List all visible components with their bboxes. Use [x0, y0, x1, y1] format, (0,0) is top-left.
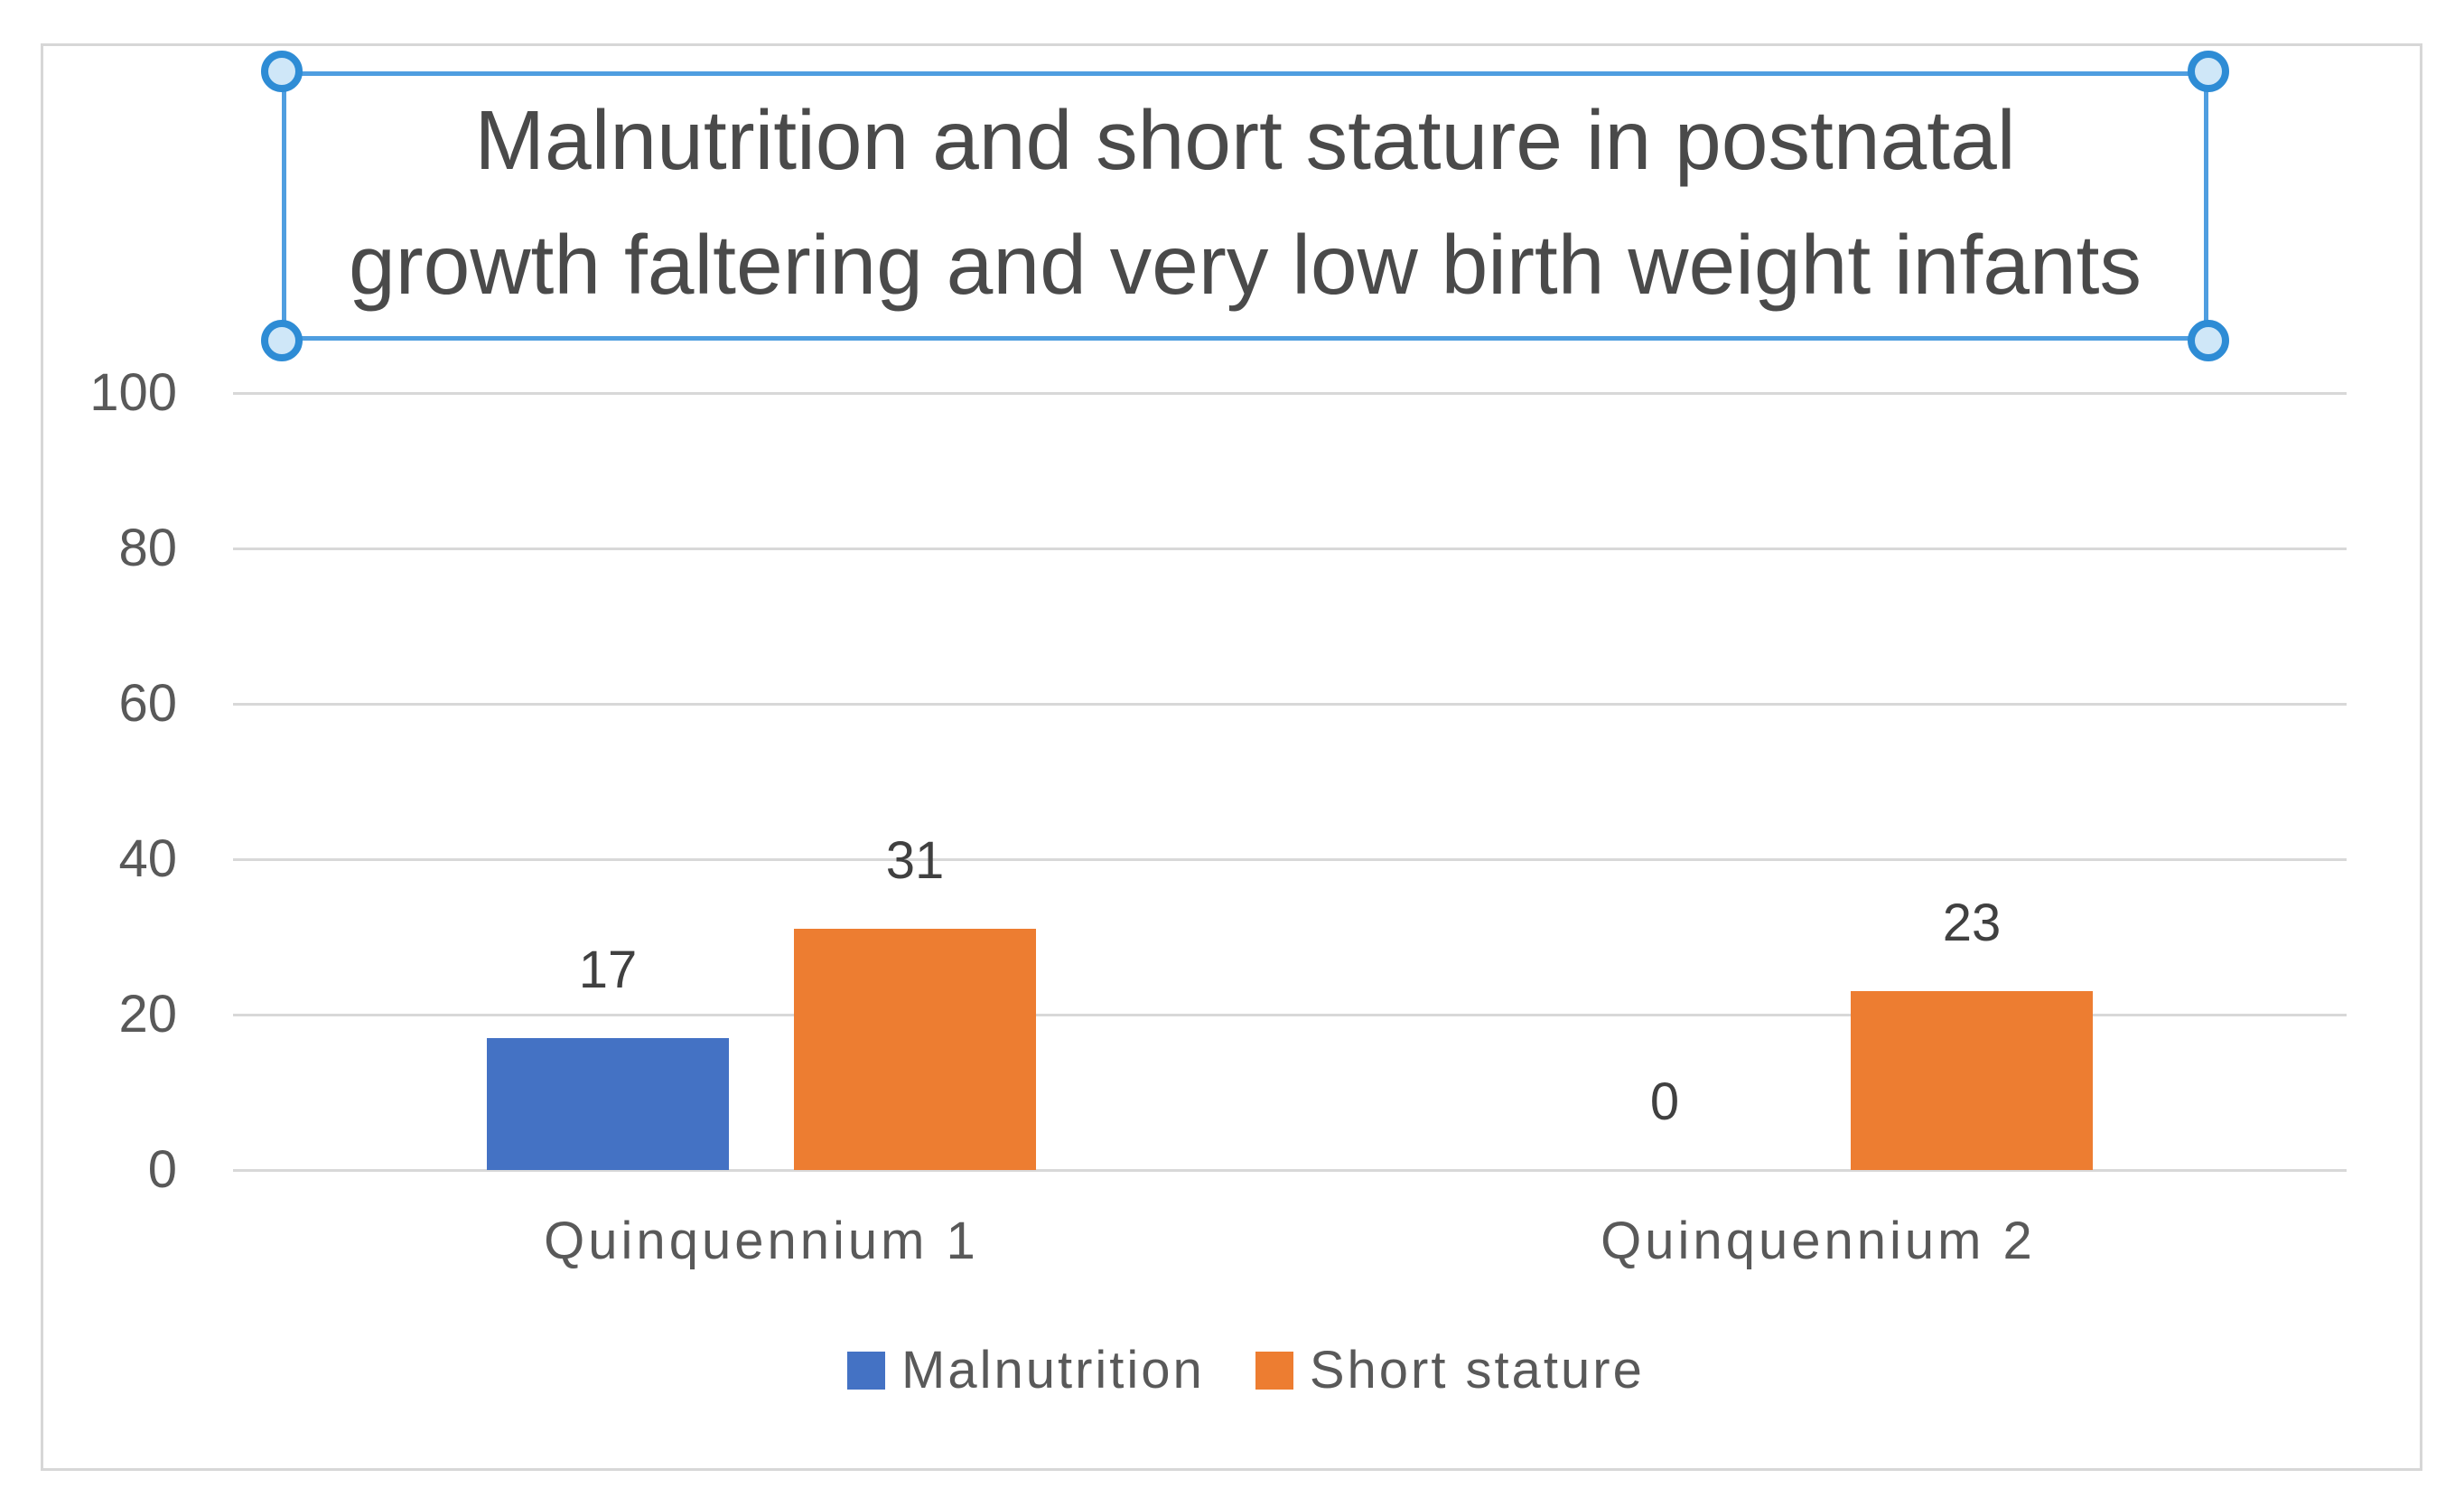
category-label-2: Quinquennium 2 [1601, 1212, 2036, 1270]
category-label-1: Quinquennium 1 [544, 1212, 979, 1270]
gridline-20 [233, 1014, 2347, 1016]
selection-handle-top-left[interactable] [261, 51, 303, 92]
chart-title-box[interactable]: Malnutrition and short stature in postna… [261, 51, 2229, 361]
legend[interactable]: Malnutrition Short stature [847, 1343, 1645, 1398]
selection-handle-top-right[interactable] [2188, 51, 2229, 92]
gridline-60 [233, 703, 2347, 706]
legend-swatch-short-stature [1255, 1352, 1293, 1390]
gridline-100 [233, 392, 2347, 395]
legend-item-short-stature[interactable]: Short stature [1255, 1343, 1645, 1398]
legend-item-malnutrition[interactable]: Malnutrition [847, 1343, 1205, 1398]
data-label-short-stature-category-1: 31 [885, 831, 945, 890]
legend-label-short-stature: Short stature [1309, 1341, 1645, 1399]
legend-label-malnutrition: Malnutrition [901, 1341, 1205, 1399]
bar-malnutrition-category-1[interactable] [487, 1038, 729, 1170]
data-label-short-stature-category-2: 23 [1942, 894, 2002, 952]
gridline-80 [233, 548, 2347, 550]
selection-handle-bottom-left[interactable] [261, 320, 303, 361]
bar-short-stature-category-2[interactable] [1851, 991, 2093, 1170]
gridline-0 [233, 1169, 2347, 1172]
y-axis-label-0: 0 [147, 1140, 177, 1199]
y-axis-label-60: 60 [118, 674, 177, 733]
y-axis-label-100: 100 [89, 363, 177, 422]
bar-short-stature-category-1[interactable] [794, 929, 1036, 1170]
data-label-malnutrition-category-1: 17 [578, 941, 638, 999]
selection-handle-bottom-right[interactable] [2188, 320, 2229, 361]
legend-swatch-malnutrition [847, 1352, 885, 1390]
y-axis-label-20: 20 [118, 985, 177, 1044]
y-axis-label-40: 40 [118, 829, 177, 888]
chart-title-line-2: growth faltering and very low birth weig… [348, 218, 2142, 312]
data-label-malnutrition-category-2: 0 [1649, 1072, 1680, 1131]
chart-title-line-1: Malnutrition and short stature in postna… [474, 93, 2016, 187]
gridline-40 [233, 858, 2347, 861]
y-axis-label-80: 80 [118, 519, 177, 577]
